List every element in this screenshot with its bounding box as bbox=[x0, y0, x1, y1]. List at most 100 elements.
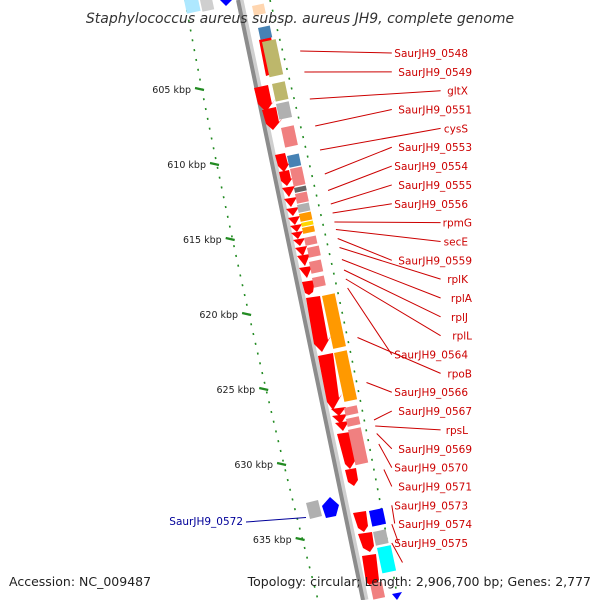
cog-bar-olive-1 bbox=[262, 39, 284, 78]
gene-label-leader bbox=[339, 247, 441, 280]
cds-gltx[interactable] bbox=[262, 107, 283, 130]
gene-label[interactable]: SaurJH9_0567 bbox=[398, 406, 472, 418]
gene-label[interactable]: gltX bbox=[447, 86, 468, 98]
gene-label[interactable]: SaurJH9_0551 bbox=[398, 105, 472, 117]
cds-saurjh9-0554[interactable] bbox=[284, 197, 297, 207]
gene-label-leader bbox=[324, 146, 392, 175]
gene-label[interactable]: SaurJH9_0564 bbox=[394, 350, 468, 362]
gene-label[interactable]: SaurJH9_0559 bbox=[398, 255, 472, 267]
cds-saurjh9-0559[interactable] bbox=[293, 238, 305, 246]
gene-label-leader bbox=[345, 278, 441, 337]
cog-bar-lightblue-top bbox=[184, 0, 201, 14]
cds-saurjh9-0555[interactable] bbox=[286, 207, 299, 216]
cog-bar-blue-1 bbox=[369, 508, 387, 527]
scale-tick-label: 625 kbp bbox=[216, 385, 255, 396]
gene-label-leader bbox=[391, 523, 400, 544]
gene-label[interactable]: rplK bbox=[447, 274, 469, 286]
cds-rpsl[interactable] bbox=[335, 421, 349, 431]
cog-bar-pink-9 bbox=[346, 416, 361, 427]
cds-saurjh9-0564[interactable] bbox=[306, 296, 331, 352]
cds-rpmg[interactable] bbox=[290, 224, 302, 232]
gene-label-leader bbox=[391, 505, 396, 524]
cog-bar-pink-2 bbox=[290, 166, 306, 187]
gene-label[interactable]: SaurJH9_0570 bbox=[394, 463, 468, 475]
cds-saurjh9-0549[interactable] bbox=[254, 85, 276, 112]
gene-label[interactable]: SaurJH9_0549 bbox=[398, 67, 472, 79]
cog-bar-grey-3 bbox=[373, 529, 389, 546]
cds-saurjh9-0573[interactable] bbox=[353, 511, 368, 532]
gene-label-leader bbox=[315, 109, 392, 127]
gene-label-leader bbox=[375, 425, 441, 431]
gene-label-leader bbox=[334, 221, 441, 224]
cog-bar-pink-7 bbox=[312, 275, 326, 288]
cds-blue-top[interactable] bbox=[220, 0, 232, 6]
gene-label[interactable]: SaurJH9_0572 bbox=[169, 516, 243, 528]
cds-rplj[interactable] bbox=[299, 266, 312, 278]
feature-track bbox=[184, 0, 402, 600]
gene-label-leader bbox=[245, 517, 307, 523]
cog-bar-steel-1 bbox=[258, 25, 273, 40]
gene-label-leader bbox=[343, 269, 441, 318]
cds-blue-bottom[interactable] bbox=[392, 592, 402, 600]
cds-saurjh9-0569[interactable] bbox=[337, 432, 358, 469]
gene-label-leader bbox=[309, 90, 441, 100]
cog-bar-orange-3 bbox=[322, 293, 346, 349]
gene-label[interactable]: rpsL bbox=[446, 425, 468, 437]
cog-bar-pink-1 bbox=[281, 125, 298, 148]
cds-rpla[interactable] bbox=[297, 254, 310, 266]
gene-labels: SaurJH9_0548 SaurJH9_0549 gltX SaurJH9_0551… bbox=[169, 48, 473, 563]
gene-label-leader bbox=[332, 203, 392, 214]
gene-label[interactable]: SaurJH9_0575 bbox=[394, 538, 468, 550]
gene-label[interactable]: SaurJH9_0553 bbox=[398, 142, 472, 154]
gene-label[interactable]: SaurJH9_0571 bbox=[398, 481, 472, 493]
cog-bar-orange-1 bbox=[299, 211, 313, 222]
cog-bar-orange-2 bbox=[302, 225, 315, 234]
cds-cyss[interactable] bbox=[279, 170, 294, 186]
cds-saurjh9-0572[interactable] bbox=[322, 497, 339, 518]
gene-label[interactable]: rpoB bbox=[447, 368, 472, 380]
gene-label-leader bbox=[330, 184, 392, 205]
gene-label[interactable]: cysS bbox=[444, 123, 468, 135]
gene-label[interactable]: rplL bbox=[452, 331, 472, 343]
cds-saurjh9-0575[interactable] bbox=[362, 554, 379, 588]
summary-text: Topology: circular; Length: 2,906,700 bp… bbox=[247, 574, 591, 589]
scale-tick-label: 615 kbp bbox=[183, 235, 222, 246]
cds-saurjh9-0570[interactable] bbox=[345, 468, 358, 486]
gene-label[interactable]: rpmG bbox=[443, 218, 472, 230]
gene-label[interactable]: SaurJH9_0574 bbox=[398, 519, 472, 531]
gene-label[interactable]: SaurJH9_0548 bbox=[394, 48, 468, 60]
scale-tick-mark bbox=[194, 86, 205, 92]
cds-saurjh9-0574[interactable] bbox=[358, 532, 374, 552]
cds-saurjh9-0553[interactable] bbox=[282, 186, 295, 197]
cds-rpob[interactable] bbox=[318, 353, 342, 410]
cog-bar-olive-2 bbox=[272, 81, 289, 102]
gene-label[interactable]: secE bbox=[444, 236, 468, 248]
gene-label[interactable]: SaurJH9_0555 bbox=[398, 180, 472, 192]
gene-label-leader bbox=[391, 542, 403, 563]
gene-label[interactable]: SaurJH9_0566 bbox=[394, 387, 468, 399]
gene-label-leader bbox=[347, 287, 393, 355]
cog-bar-orange-4 bbox=[334, 350, 358, 402]
gene-label[interactable]: SaurJH9_0573 bbox=[394, 500, 468, 512]
scale-tick-label: 605 kbp bbox=[152, 85, 191, 96]
gene-label[interactable]: SaurJH9_0569 bbox=[398, 444, 472, 456]
cog-bar-pink-5 bbox=[307, 245, 321, 258]
cds-saurjh9-0566[interactable] bbox=[331, 407, 346, 416]
cds-saurjh9-0567[interactable] bbox=[332, 414, 347, 424]
scale-tick-label: 620 kbp bbox=[199, 310, 238, 321]
inner-dotted-ring bbox=[184, 0, 319, 600]
cds-rpll[interactable] bbox=[302, 280, 315, 295]
gene-label[interactable]: rplA bbox=[451, 293, 473, 305]
cds-sece[interactable] bbox=[291, 231, 303, 239]
gene-label-leader bbox=[300, 50, 392, 54]
cds-rplk[interactable] bbox=[295, 246, 307, 256]
cog-bar-yellow-1 bbox=[301, 220, 314, 227]
gene-label[interactable]: SaurJH9_0554 bbox=[394, 161, 468, 173]
gene-label[interactable]: rplJ bbox=[451, 312, 468, 324]
scale-tick-mark bbox=[258, 386, 269, 392]
cds-saurjh9-0556[interactable] bbox=[288, 216, 300, 225]
gene-label[interactable]: SaurJH9_0556 bbox=[394, 199, 468, 211]
cds-saurjh9-0551[interactable] bbox=[275, 153, 291, 172]
